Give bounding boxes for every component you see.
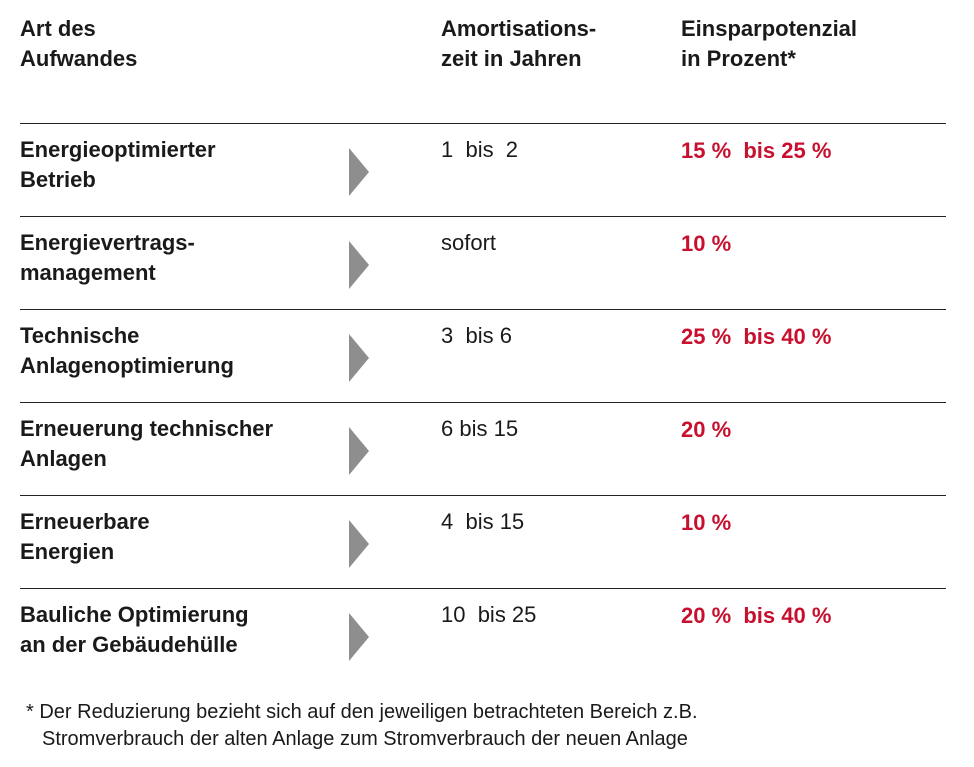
cell-art: Energievertrags- management xyxy=(20,228,195,288)
cell-einsparpotenzial: 25 % bis 40 % xyxy=(681,324,832,349)
table-row: Erneuerung technischer Anlagen 6 bis 15 … xyxy=(20,402,946,495)
arrow-right-icon xyxy=(349,148,369,196)
arrow-right-icon xyxy=(349,334,369,382)
table-header: Art des Aufwandes Amortisations- zeit in… xyxy=(0,14,974,84)
cell-amortisation: 1 bis 2 xyxy=(441,137,519,162)
footnote-line: * Der Reduzierung bezieht sich auf den j… xyxy=(26,701,698,723)
column-header-line: Einsparpotenzial xyxy=(681,16,858,41)
cell-amortisation: 4 bis 15 xyxy=(441,509,525,534)
cell-art-line: Energievertrags- xyxy=(20,230,195,255)
column-header-line: in Prozent* xyxy=(681,46,796,71)
table-row: Bauliche Optimierung an der Gebäudehülle… xyxy=(20,588,946,681)
cell-amortisation: 10 bis 25 xyxy=(441,602,537,627)
cell-art: Technische Anlagenoptimierung xyxy=(20,321,234,381)
arrow-right-icon xyxy=(349,613,369,661)
column-header-line: Amortisations- xyxy=(441,16,597,41)
cell-art-line: Anlagenoptimierung xyxy=(20,353,234,378)
footnote: * Der Reduzierung bezieht sich auf den j… xyxy=(26,699,698,753)
cell-art-line: Erneuerbare xyxy=(20,509,150,534)
table-row: Energieoptimierter Betrieb 1 bis 2 15 % … xyxy=(20,123,946,216)
arrow-right-icon xyxy=(349,427,369,475)
cell-art-line: Betrieb xyxy=(20,167,96,192)
cell-art: Bauliche Optimierung an der Gebäudehülle xyxy=(20,600,249,660)
cell-art-line: Erneuerung technischer xyxy=(20,416,274,441)
table-row: Technische Anlagenoptimierung 3 bis 6 25… xyxy=(20,309,946,402)
cell-art-line: Bauliche Optimierung xyxy=(20,602,249,627)
column-header-einsparpotenzial: Einsparpotenzial in Prozent* xyxy=(681,14,857,74)
column-header-line: Aufwandes xyxy=(20,46,138,71)
cell-einsparpotenzial: 20 % xyxy=(681,417,732,442)
cell-amortisation: 3 bis 6 xyxy=(441,323,512,348)
cell-art: Energieoptimierter Betrieb xyxy=(20,135,216,195)
arrow-right-icon xyxy=(349,520,369,568)
column-header-amortisation: Amortisations- zeit in Jahren xyxy=(441,14,596,74)
cell-art-line: management xyxy=(20,260,156,285)
cell-art-line: Anlagen xyxy=(20,446,107,471)
footnote-line: Stromverbrauch der alten Anlage zum Stro… xyxy=(42,728,688,750)
cell-art: Erneuerbare Energien xyxy=(20,507,150,567)
column-header-line: Art des xyxy=(20,16,96,41)
cell-amortisation: 6 bis 15 xyxy=(441,416,519,441)
table-row: Erneuerbare Energien 4 bis 15 10 % xyxy=(20,495,946,588)
cell-art-line: Energien xyxy=(20,539,115,564)
column-header-art: Art des Aufwandes xyxy=(20,14,137,74)
cell-art-line: an der Gebäudehülle xyxy=(20,632,238,657)
cell-art-line: Technische xyxy=(20,323,140,348)
cell-einsparpotenzial: 15 % bis 25 % xyxy=(681,138,832,163)
arrow-right-icon xyxy=(349,241,369,289)
cell-art: Erneuerung technischer Anlagen xyxy=(20,414,273,474)
cell-amortisation: sofort xyxy=(441,230,497,255)
cell-einsparpotenzial: 10 % xyxy=(681,510,732,535)
table-body: Energieoptimierter Betrieb 1 bis 2 15 % … xyxy=(20,123,946,681)
cell-einsparpotenzial: 20 % bis 40 % xyxy=(681,603,832,628)
column-header-line: zeit in Jahren xyxy=(441,46,582,71)
cell-art-line: Energieoptimierter xyxy=(20,137,216,162)
cell-einsparpotenzial: 10 % xyxy=(681,231,732,256)
table-row: Energievertrags- management sofort 10 % xyxy=(20,216,946,309)
